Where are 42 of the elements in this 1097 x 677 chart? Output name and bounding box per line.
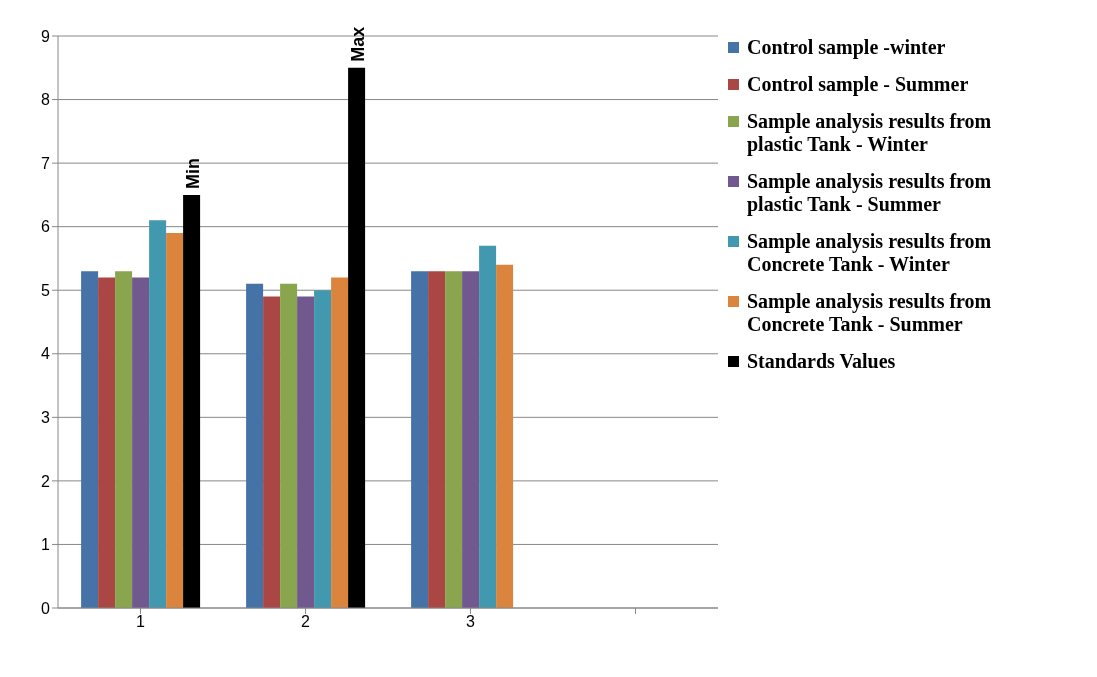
bar — [297, 296, 315, 608]
bar — [98, 277, 116, 608]
bar — [246, 283, 264, 608]
bar — [132, 277, 150, 608]
bar — [496, 264, 514, 608]
y-tick-label: 4 — [41, 345, 51, 363]
bar — [314, 290, 332, 608]
bar — [462, 271, 480, 608]
bar — [331, 277, 349, 608]
y-tick-label: 5 — [41, 281, 51, 299]
bar — [81, 271, 99, 608]
bar — [183, 194, 201, 608]
bar — [115, 271, 133, 608]
bar — [479, 245, 497, 608]
bar — [280, 283, 298, 608]
y-tick-label: 1 — [41, 536, 51, 554]
legend-label: Standards Values — [747, 350, 896, 373]
legend-label: Sample analysis results from Concrete Tank - Winter — [747, 230, 993, 276]
y-tick-label: 0 — [41, 599, 51, 617]
y-tick-label: 2 — [41, 472, 51, 490]
y-tick-label: 9 — [41, 27, 51, 45]
bar — [348, 67, 366, 608]
bar — [166, 233, 184, 608]
y-tick-label: 8 — [41, 91, 51, 109]
y-tick-label: 3 — [41, 409, 51, 427]
legend-label: Control sample -winter — [747, 36, 946, 59]
legend-label: Sample analysis results from plastic Tank - Winter — [747, 110, 993, 156]
x-tick-label: 1 — [136, 613, 146, 631]
legend-label: Sample analysis results from plastic Tank - Summer — [747, 170, 993, 216]
annotation: Min — [182, 157, 203, 189]
y-tick-label: 6 — [41, 218, 51, 236]
legend-label: Sample analysis results from Concrete Tank - Summer — [747, 290, 993, 336]
bar — [149, 220, 167, 608]
x-tick-label: 2 — [301, 613, 311, 631]
bar — [263, 296, 281, 608]
annotation: Max — [347, 26, 368, 62]
legend-label: Control sample - Summer — [747, 73, 969, 96]
bar — [411, 271, 429, 608]
bar — [428, 271, 446, 608]
x-tick-label: 3 — [466, 613, 476, 631]
y-tick-label: 7 — [41, 154, 51, 172]
bar — [445, 271, 463, 608]
